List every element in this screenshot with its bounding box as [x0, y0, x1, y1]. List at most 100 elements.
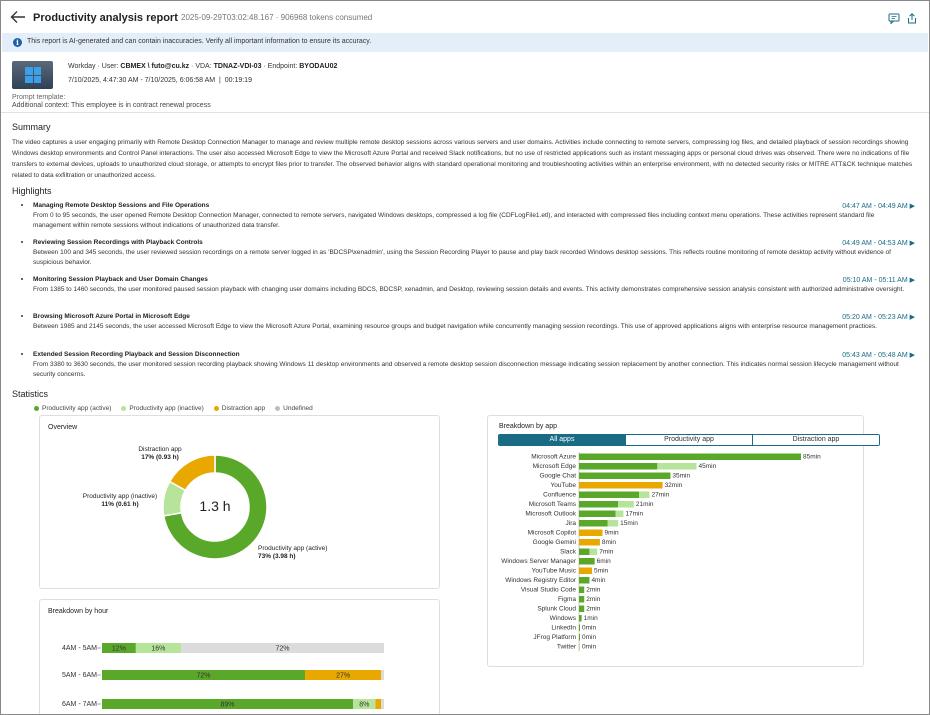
app-label: Google Gemini	[533, 539, 576, 546]
app-bar-segment[interactable]	[579, 615, 582, 622]
app-bar-segment[interactable]	[579, 643, 580, 651]
highlight-time[interactable]: 04:49 AM - 04:53 AM	[842, 240, 908, 247]
app-bar-segment[interactable]	[579, 624, 580, 632]
app-bar-segment[interactable]	[579, 596, 585, 603]
highlight-title: Browsing Microsoft Azure Portal in Micro…	[33, 313, 190, 320]
app-bar-segment[interactable]	[579, 577, 590, 584]
app-total-label: 2min	[586, 606, 600, 613]
banner-text: This report is AI-generated and can cont…	[27, 38, 372, 45]
app-bar-segment[interactable]	[579, 491, 640, 499]
app-total-label: 0min	[582, 625, 596, 632]
play-icon[interactable]: ▶	[909, 240, 915, 247]
tab-all-apps[interactable]: All apps	[499, 435, 625, 445]
app-label: YouTube	[550, 482, 576, 489]
overview-card: Overview Distraction app 17% (0.93 h) Pr…	[39, 415, 440, 589]
app-label: Splunk Cloud	[537, 606, 576, 613]
back-arrow-icon[interactable]	[10, 10, 26, 24]
donut-slice[interactable]	[168, 454, 216, 492]
app-bar-segment[interactable]	[579, 472, 671, 480]
windows-logo-icon	[25, 67, 41, 83]
slice-value-inactive: 11% (0.61 h)	[101, 501, 138, 508]
app-total-label: 45min	[699, 463, 717, 470]
hour-bar-segment[interactable]	[381, 670, 384, 680]
session-range: 7/10/2025, 4:47:30 AM - 7/10/2025, 6:06:…	[68, 77, 216, 84]
app-bar-segment[interactable]	[589, 548, 598, 556]
app-bar-segment[interactable]	[579, 567, 593, 575]
donut-slice[interactable]	[162, 454, 268, 560]
highlight-time[interactable]: 05:43 AM - 05:48 AM	[842, 352, 908, 359]
hour-bar-segment[interactable]	[102, 670, 306, 680]
tab-distraction-app[interactable]: Distraction app	[752, 435, 879, 445]
by-hour-chart: 4AM - 5AM 12% 16% 72% 5AM - 6AM 72% 27% 6AM - 7…	[62, 643, 384, 709]
legend-dot-icon	[213, 406, 219, 411]
feedback-icon[interactable]	[888, 13, 900, 24]
app-bar-segment[interactable]	[579, 548, 590, 556]
app-label: Windows Server Manager	[501, 558, 577, 565]
app-bar-segment[interactable]	[618, 501, 634, 508]
hour-bar-segment[interactable]	[102, 643, 136, 653]
app-bar-segment[interactable]	[579, 453, 801, 461]
hour-bar-segment[interactable]	[305, 670, 382, 680]
highlight-time[interactable]: 05:20 AM - 05:23 AM	[842, 314, 908, 321]
share-icon[interactable]	[906, 13, 918, 24]
hour-bar-segment[interactable]	[352, 699, 376, 709]
app-bar-segment[interactable]	[639, 491, 650, 499]
highlight-time-link[interactable]: 05:43 AM - 05:48 AM ▶	[842, 351, 915, 359]
highlight-time-link[interactable]: 05:20 AM - 05:23 AM ▶	[842, 313, 915, 321]
app-bar-segment[interactable]	[579, 529, 603, 537]
highlight-time-link[interactable]: 05:10 AM - 05:11 AM ▶	[843, 276, 915, 284]
hour-bar-segment[interactable]	[381, 699, 384, 709]
app-total-label: 1min	[584, 615, 598, 622]
legend-label: Productivity app (active)	[42, 405, 112, 412]
app-bar-segment[interactable]	[615, 510, 624, 518]
app-bar-segment[interactable]	[657, 463, 697, 470]
highlight-time-link[interactable]: 04:49 AM - 04:53 AM ▶	[842, 239, 915, 247]
app-bar-segment[interactable]	[579, 463, 658, 470]
highlight-time[interactable]: 05:10 AM - 05:11 AM	[842, 277, 908, 284]
highlight-time-link[interactable]: 04:47 AM - 04:49 AM ▶	[842, 202, 915, 210]
endpoint-label: Endpoint:	[267, 63, 298, 70]
app-total-label: 9min	[605, 530, 619, 537]
session-time: 7/10/2025, 4:47:30 AM - 7/10/2025, 6:06:…	[68, 77, 252, 84]
app-total-label: 0min	[582, 634, 596, 641]
app-bar-segment[interactable]	[607, 520, 619, 527]
app-label: Microsoft Teams	[529, 501, 577, 508]
app-total-label: 2min	[586, 596, 600, 603]
app-bar-segment[interactable]	[579, 634, 580, 641]
vda-value: TDNAZ-VDI-03	[213, 63, 262, 70]
app-bar-segment[interactable]	[579, 605, 585, 613]
hour-segment-label: 16%	[151, 646, 165, 653]
app-bar-segment[interactable]	[579, 510, 616, 518]
app-bar-segment[interactable]	[579, 586, 585, 594]
app-total-label: 5min	[594, 568, 608, 575]
app-bar-segment[interactable]	[579, 520, 608, 527]
app-label: Confluence	[543, 492, 576, 499]
hour-segment-label: 72%	[275, 646, 289, 653]
play-icon[interactable]: ▶	[909, 314, 915, 321]
app-total-label: 15min	[620, 520, 638, 527]
app-total-label: 21min	[636, 501, 654, 508]
info-icon: i	[13, 38, 22, 47]
app-total-label: 8min	[602, 539, 616, 546]
app-bar-segment[interactable]	[579, 558, 595, 565]
play-icon[interactable]: ▶	[909, 277, 915, 284]
play-icon[interactable]: ▶	[909, 352, 915, 359]
hour-bar-segment[interactable]	[135, 643, 181, 653]
by-app-chart: Microsoft Azure 85min Microsoft Edge 45min G…	[501, 452, 821, 652]
highlight-time[interactable]: 04:47 AM - 04:49 AM	[842, 203, 908, 210]
session-thumbnail[interactable]	[12, 61, 53, 89]
app-total-label: 27min	[652, 492, 670, 499]
legend-dot-icon	[121, 406, 127, 411]
tab-productivity-app[interactable]: Productivity app	[625, 435, 752, 445]
hour-bar-segment[interactable]	[102, 699, 353, 709]
app-bar-segment[interactable]	[579, 539, 600, 546]
hour-bar-segment[interactable]	[375, 699, 382, 709]
app-bar-segment[interactable]	[579, 482, 663, 489]
app-bar-segment[interactable]	[579, 501, 619, 508]
hour-row-label: 4AM - 5AM	[62, 645, 97, 652]
app-total-label: 17min	[625, 511, 643, 518]
slice-label-active: Productivity app (active)	[258, 545, 327, 552]
hour-bar-segment[interactable]	[180, 643, 384, 653]
play-icon[interactable]: ▶	[909, 203, 915, 210]
